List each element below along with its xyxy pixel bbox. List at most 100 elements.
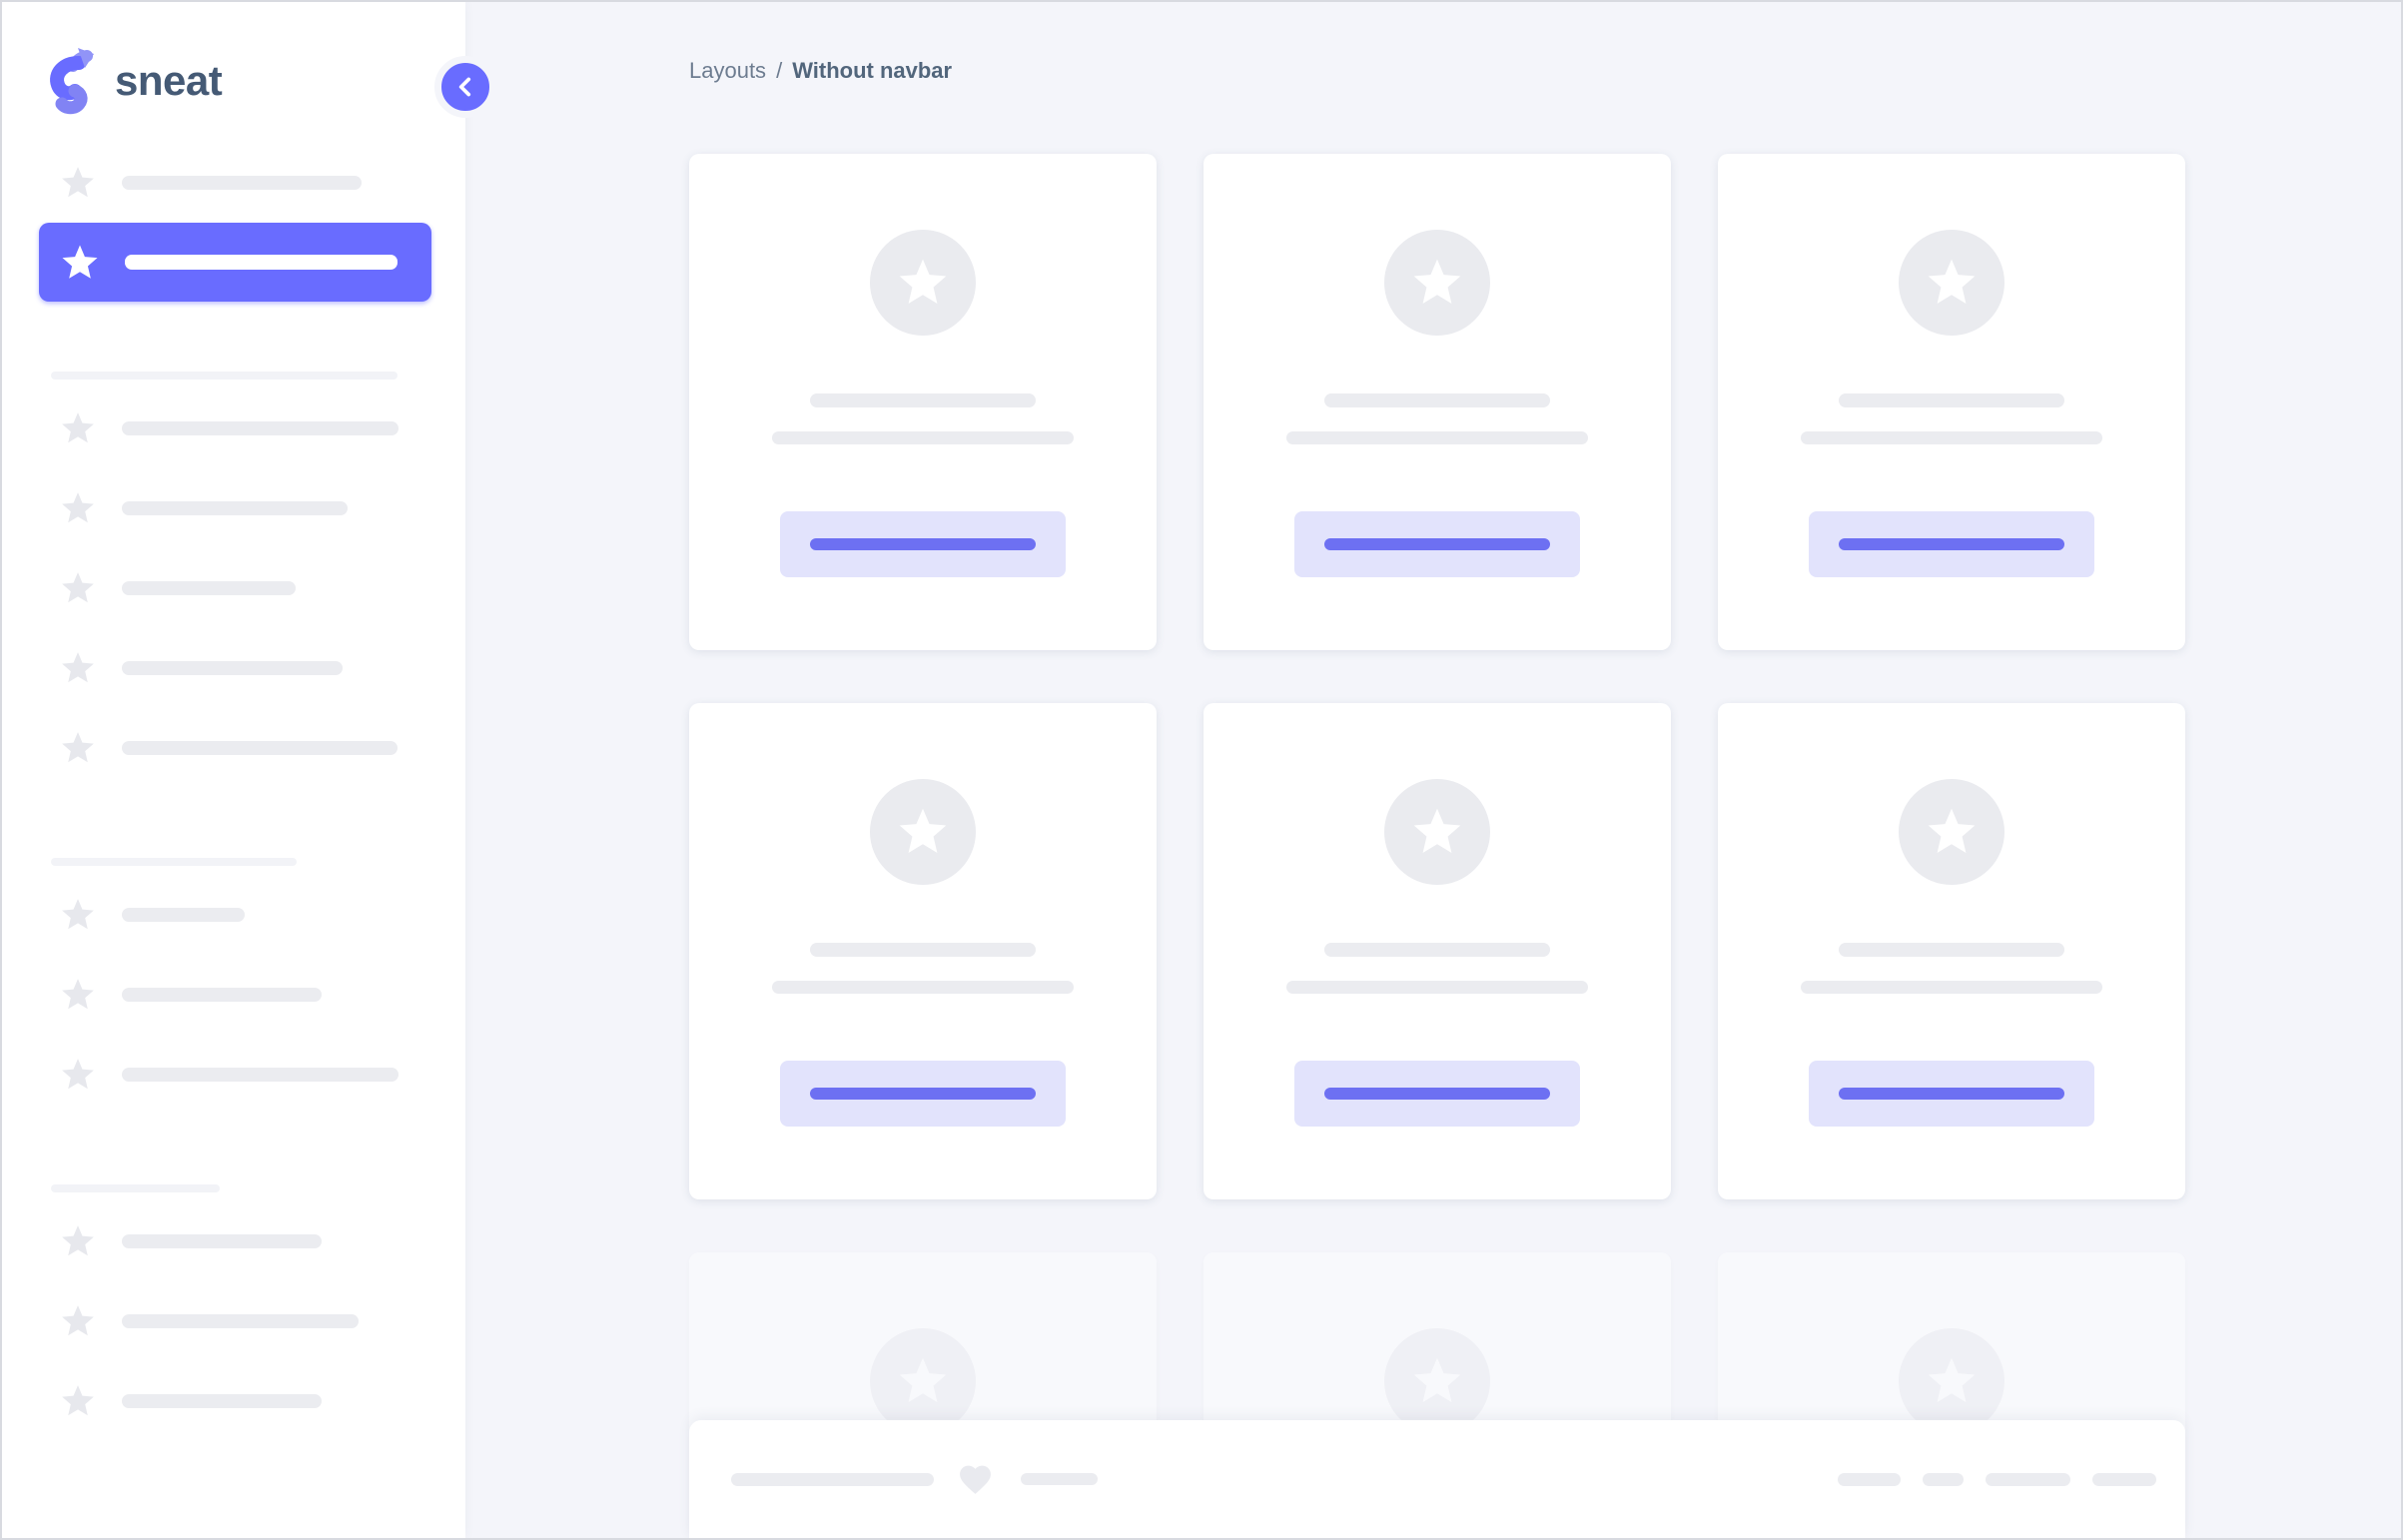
star-icon <box>62 492 94 523</box>
star-avatar <box>1899 230 2004 336</box>
skeleton-pill <box>122 501 348 515</box>
sidebar-item-skeleton[interactable] <box>2 468 465 548</box>
skeleton-line <box>1801 431 2102 444</box>
skeleton-pill <box>122 1394 322 1408</box>
star-icon <box>1928 259 1976 304</box>
sidebar-section-divider <box>51 1184 220 1192</box>
star-icon <box>1413 259 1461 304</box>
card-button-skeleton[interactable] <box>780 1061 1066 1127</box>
card <box>1718 703 2185 1199</box>
skeleton-pill <box>122 176 362 190</box>
star-avatar <box>1899 1328 2004 1434</box>
sidebar-item-skeleton[interactable] <box>2 143 465 223</box>
star-icon <box>899 1357 947 1402</box>
sidebar-item-skeleton[interactable] <box>2 548 465 628</box>
skeleton-pill <box>122 1234 322 1248</box>
button-label-skeleton <box>1839 1088 2064 1100</box>
sidebar-item-skeleton[interactable] <box>2 1201 465 1281</box>
breadcrumb-separator: / <box>776 58 783 83</box>
card <box>1203 154 1671 650</box>
star-icon <box>62 572 94 603</box>
cards-grid <box>689 154 2185 1538</box>
card-button-skeleton[interactable] <box>780 511 1066 577</box>
star-avatar <box>870 1328 976 1434</box>
star-icon <box>62 979 94 1010</box>
star-icon <box>62 732 94 763</box>
app-logo-text: sneat <box>115 57 223 104</box>
sidebar-item-skeleton[interactable] <box>2 1281 465 1361</box>
sidebar-item-skeleton[interactable] <box>2 875 465 955</box>
star-icon <box>62 652 94 683</box>
sidebar-item-skeleton[interactable] <box>2 628 465 708</box>
skeleton-pill <box>1986 1472 2070 1486</box>
sidebar-item-skeleton[interactable] <box>2 1361 465 1441</box>
sidebar-item-skeleton[interactable] <box>2 708 465 788</box>
skeleton-pill <box>122 581 296 595</box>
card <box>1203 703 1671 1199</box>
star-icon <box>62 245 98 279</box>
skeleton-pill <box>122 1068 399 1082</box>
star-icon <box>62 899 94 930</box>
card <box>1718 154 2185 650</box>
skeleton-pill <box>2092 1472 2156 1486</box>
skeleton-pill <box>125 255 398 270</box>
chevron-left-icon <box>458 77 471 97</box>
skeleton-line <box>772 981 1074 994</box>
skeleton-line <box>810 943 1036 957</box>
skeleton-pill <box>122 741 398 755</box>
button-label-skeleton <box>1324 538 1550 550</box>
breadcrumb: Layouts / Without navbar <box>689 54 2185 88</box>
card-button-skeleton[interactable] <box>1809 511 2094 577</box>
skeleton-pill <box>731 1472 934 1486</box>
skeleton-line <box>1324 943 1550 957</box>
skeleton-line <box>810 393 1036 407</box>
footer-bar <box>689 1420 2185 1538</box>
heart-icon <box>960 1465 991 1494</box>
card <box>689 703 1157 1199</box>
card-button-skeleton[interactable] <box>1294 1061 1580 1127</box>
card <box>689 154 1157 650</box>
skeleton-line <box>1839 393 2064 407</box>
skeleton-pill <box>1923 1472 1964 1486</box>
button-label-skeleton <box>810 1088 1036 1100</box>
sidebar-collapse-button[interactable] <box>434 56 496 118</box>
main-content: Layouts / Without navbar <box>465 2 2401 1538</box>
skeleton-line <box>1839 943 2064 957</box>
star-avatar <box>1384 1328 1490 1434</box>
sidebar-section-divider <box>51 372 398 380</box>
card-button-skeleton[interactable] <box>1809 1061 2094 1127</box>
sidebar-item-skeleton[interactable] <box>2 1035 465 1115</box>
sidebar-menu <box>2 143 465 1441</box>
skeleton-pill <box>122 421 399 435</box>
sidebar-item-skeleton[interactable] <box>2 955 465 1035</box>
footer-right-group <box>1838 1472 2156 1486</box>
sidebar-item-active[interactable] <box>39 223 431 302</box>
star-icon <box>899 259 947 304</box>
breadcrumb-current: Without navbar <box>792 58 953 83</box>
star-avatar <box>870 230 976 336</box>
sidebar-item-skeleton[interactable] <box>2 388 465 468</box>
star-avatar <box>870 779 976 885</box>
skeleton-pill <box>122 988 322 1002</box>
skeleton-pill <box>122 908 245 922</box>
star-avatar <box>1384 230 1490 336</box>
star-avatar <box>1384 779 1490 885</box>
skeleton-line <box>1286 981 1588 994</box>
sidebar-section-divider <box>51 858 297 866</box>
star-icon <box>62 1225 94 1256</box>
star-icon <box>899 808 947 853</box>
sneat-logo-icon <box>50 48 94 115</box>
skeleton-line <box>772 431 1074 444</box>
breadcrumb-parent[interactable]: Layouts <box>689 58 767 83</box>
star-icon <box>1413 1357 1461 1402</box>
app-brand[interactable]: sneat <box>49 47 223 115</box>
button-label-skeleton <box>1839 538 2064 550</box>
footer-left-group <box>731 1461 1098 1498</box>
star-icon <box>1928 1357 1976 1402</box>
button-label-skeleton <box>810 538 1036 550</box>
star-icon <box>62 1059 94 1090</box>
star-icon <box>62 412 94 443</box>
card-button-skeleton[interactable] <box>1294 511 1580 577</box>
skeleton-line <box>1324 393 1550 407</box>
